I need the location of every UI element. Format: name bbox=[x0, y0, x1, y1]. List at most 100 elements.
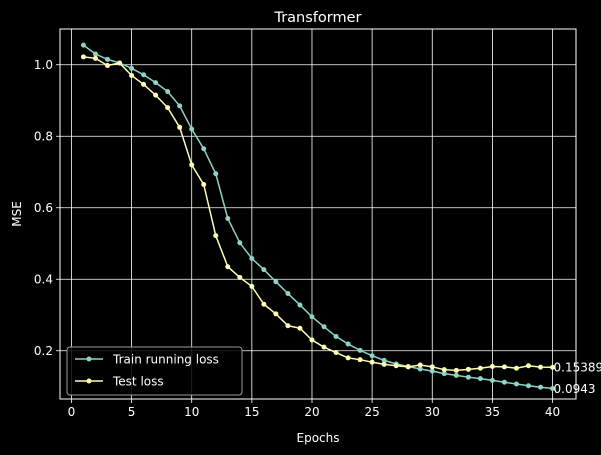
series-point-0 bbox=[321, 324, 327, 330]
series-point-0 bbox=[477, 376, 483, 382]
series-point-0 bbox=[285, 291, 291, 297]
value-annotation: 0.15389 bbox=[554, 361, 601, 375]
legend-train-marker bbox=[86, 356, 92, 362]
series-point-0 bbox=[165, 89, 171, 95]
series-point-1 bbox=[417, 362, 423, 368]
series-point-0 bbox=[141, 72, 147, 78]
y-tick-label: 0.8 bbox=[34, 129, 53, 143]
series-point-0 bbox=[249, 256, 255, 262]
series-point-0 bbox=[501, 379, 507, 385]
series-line-0 bbox=[83, 44, 553, 390]
legend-test-marker bbox=[86, 378, 92, 384]
value-annotation: 0.0943 bbox=[554, 382, 596, 396]
x-tick-label: 20 bbox=[304, 405, 319, 419]
series-point-0 bbox=[525, 383, 531, 389]
series-point-0 bbox=[189, 126, 195, 132]
series-point-1 bbox=[297, 325, 303, 331]
series-point-1 bbox=[285, 323, 291, 329]
series-point-1 bbox=[237, 274, 243, 280]
series-point-0 bbox=[177, 103, 183, 109]
x-tick-label: 30 bbox=[425, 405, 440, 419]
series-point-1 bbox=[92, 55, 98, 61]
y-tick-label: 0.2 bbox=[34, 344, 53, 358]
series-point-0 bbox=[105, 56, 111, 62]
series-point-1 bbox=[477, 365, 483, 371]
series-point-1 bbox=[525, 363, 531, 369]
x-tick-label: 10 bbox=[184, 405, 199, 419]
series-point-0 bbox=[429, 368, 435, 374]
series-group bbox=[80, 42, 556, 392]
series-point-0 bbox=[381, 357, 387, 363]
series-point-0 bbox=[297, 302, 303, 308]
series-point-1 bbox=[165, 105, 171, 111]
series-point-1 bbox=[213, 233, 219, 239]
series-point-1 bbox=[381, 361, 387, 367]
series-point-1 bbox=[201, 182, 207, 188]
series-point-0 bbox=[237, 240, 243, 246]
series-point-0 bbox=[538, 384, 544, 390]
series-point-1 bbox=[453, 367, 459, 373]
series-point-1 bbox=[225, 264, 231, 270]
legend-test-label: Test loss bbox=[112, 375, 164, 389]
series-point-0 bbox=[153, 80, 159, 86]
series-point-1 bbox=[465, 366, 471, 372]
x-tick-label: 0 bbox=[68, 405, 76, 419]
series-point-1 bbox=[357, 357, 363, 363]
series-point-1 bbox=[117, 60, 123, 66]
series-point-0 bbox=[225, 215, 231, 221]
series-point-1 bbox=[189, 162, 195, 168]
grid bbox=[60, 29, 576, 399]
series-point-1 bbox=[501, 364, 507, 370]
series-point-0 bbox=[441, 371, 447, 377]
series-point-1 bbox=[177, 124, 183, 130]
series-point-1 bbox=[333, 350, 339, 356]
series-point-0 bbox=[489, 377, 495, 383]
series-point-0 bbox=[129, 65, 135, 71]
series-point-1 bbox=[393, 363, 399, 369]
series-point-0 bbox=[550, 386, 556, 392]
y-tick-label: 0.6 bbox=[34, 201, 53, 215]
series-point-1 bbox=[80, 54, 86, 60]
series-point-1 bbox=[441, 367, 447, 373]
annotations: 0.15389 0.0943 bbox=[554, 361, 601, 396]
series-point-0 bbox=[333, 333, 339, 339]
legend-train-label: Train running loss bbox=[112, 353, 219, 367]
series-point-1 bbox=[489, 363, 495, 369]
series-point-1 bbox=[513, 365, 519, 371]
series-point-0 bbox=[453, 372, 459, 378]
series-point-1 bbox=[538, 364, 544, 370]
y-axis-label: MSE bbox=[10, 201, 24, 227]
series-point-0 bbox=[213, 171, 219, 177]
series-point-1 bbox=[141, 81, 147, 87]
series-point-0 bbox=[309, 314, 315, 320]
series-point-0 bbox=[261, 267, 267, 273]
series-point-0 bbox=[369, 353, 375, 359]
series-point-1 bbox=[153, 92, 159, 98]
axis-ticks: 0 5 10 15 20 25 30 35 40 0.2 0.4 0.6 0.8 1.0 bbox=[34, 58, 560, 419]
x-tick-label: 25 bbox=[364, 405, 379, 419]
x-tick-label: 5 bbox=[128, 405, 136, 419]
x-axis-label: Epochs bbox=[297, 431, 340, 445]
legend-box bbox=[66, 346, 243, 396]
series-point-1 bbox=[261, 301, 267, 307]
series-point-1 bbox=[273, 311, 279, 317]
x-tick-label: 35 bbox=[485, 405, 500, 419]
series-point-0 bbox=[345, 341, 351, 347]
series-point-1 bbox=[405, 364, 411, 370]
series-point-1 bbox=[105, 62, 111, 68]
plot-frame bbox=[59, 28, 577, 400]
series-point-1 bbox=[309, 337, 315, 343]
series-line-1 bbox=[83, 56, 553, 372]
series-point-0 bbox=[201, 146, 207, 152]
series-point-1 bbox=[129, 72, 135, 78]
series-point-1 bbox=[550, 364, 556, 370]
y-tick-label: 0.4 bbox=[34, 272, 53, 286]
series-point-0 bbox=[92, 51, 98, 57]
series-point-1 bbox=[429, 364, 435, 370]
legend: Train running loss Test loss bbox=[66, 346, 243, 396]
series-point-0 bbox=[273, 279, 279, 285]
series-point-1 bbox=[345, 355, 351, 361]
series-point-0 bbox=[417, 366, 423, 372]
series-point-0 bbox=[80, 42, 86, 48]
x-tick-label: 40 bbox=[545, 405, 560, 419]
